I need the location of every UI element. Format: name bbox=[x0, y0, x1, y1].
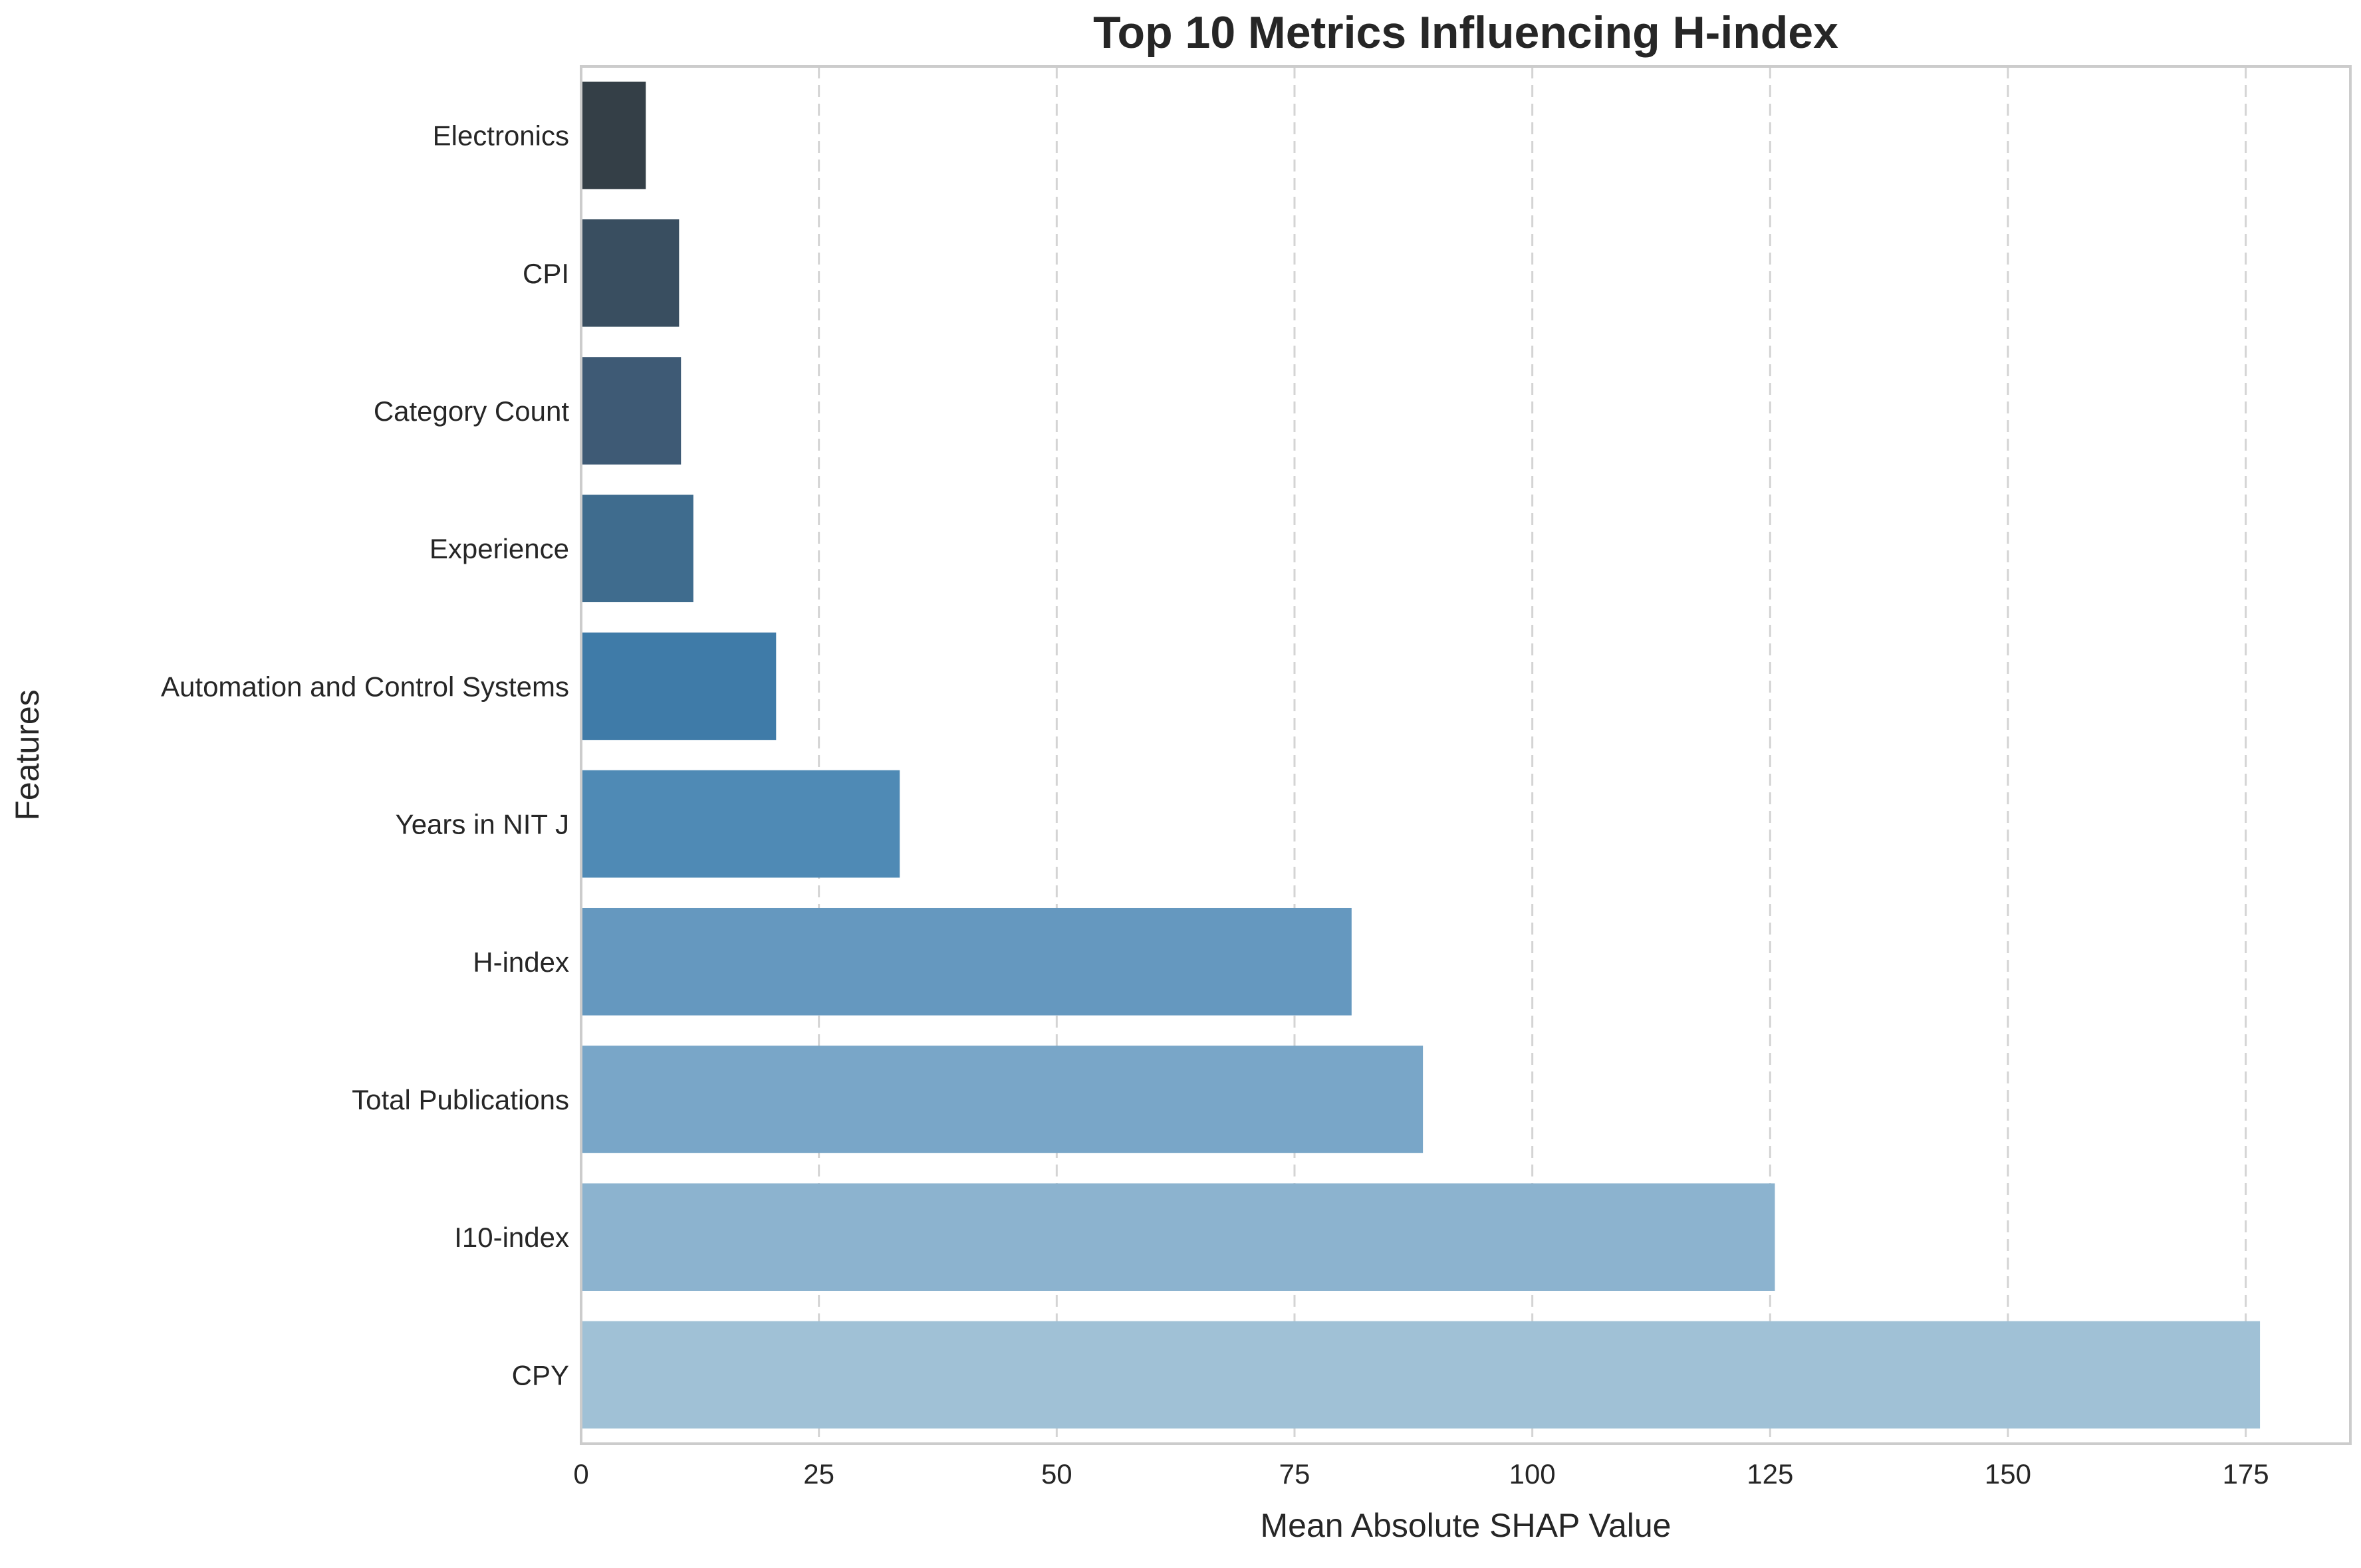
bar bbox=[581, 1183, 1775, 1291]
x-tick-label: 175 bbox=[2223, 1458, 2269, 1490]
x-axis-label: Mean Absolute SHAP Value bbox=[1261, 1507, 1672, 1544]
y-tick-label: I10-index bbox=[454, 1222, 569, 1253]
x-tick-label: 50 bbox=[1041, 1458, 1072, 1490]
bar bbox=[581, 907, 1352, 1016]
bar bbox=[581, 81, 646, 189]
tick-labels: 0 25 50 75 100 125 150 175 Electronics CPI Catego… bbox=[161, 120, 2269, 1490]
y-tick-label: Years in NIT J bbox=[396, 809, 569, 840]
y-tick-label: CPI bbox=[523, 258, 569, 289]
x-tick-label: 125 bbox=[1747, 1458, 1793, 1490]
bar bbox=[581, 219, 680, 327]
x-tick-label: 150 bbox=[1985, 1458, 2031, 1490]
y-tick-label: CPY bbox=[512, 1359, 569, 1391]
bar bbox=[581, 357, 682, 465]
x-tick-label: 75 bbox=[1279, 1458, 1310, 1490]
y-tick-label: Total Publications bbox=[352, 1084, 569, 1115]
y-tick-label: Electronics bbox=[433, 120, 569, 152]
bar bbox=[581, 632, 777, 740]
bar bbox=[581, 1321, 2261, 1429]
bar bbox=[581, 495, 693, 603]
y-tick-label: Experience bbox=[430, 533, 569, 564]
bar bbox=[581, 1046, 1424, 1153]
gridlines bbox=[818, 66, 2247, 1444]
bar bbox=[581, 770, 900, 878]
plot-frame bbox=[580, 65, 2352, 1445]
y-tick-label: Category Count bbox=[374, 395, 569, 427]
y-tick-label: Automation and Control Systems bbox=[161, 671, 569, 702]
x-tick-label: 25 bbox=[803, 1458, 834, 1490]
chart-title: Top 10 Metrics Influencing H-index bbox=[1093, 7, 1838, 58]
y-axis-label: Features bbox=[9, 689, 46, 820]
bars bbox=[581, 81, 2261, 1429]
x-tick-label: 0 bbox=[573, 1458, 588, 1490]
y-tick-label: H-index bbox=[473, 947, 569, 978]
x-tick-label: 100 bbox=[1509, 1458, 1556, 1490]
